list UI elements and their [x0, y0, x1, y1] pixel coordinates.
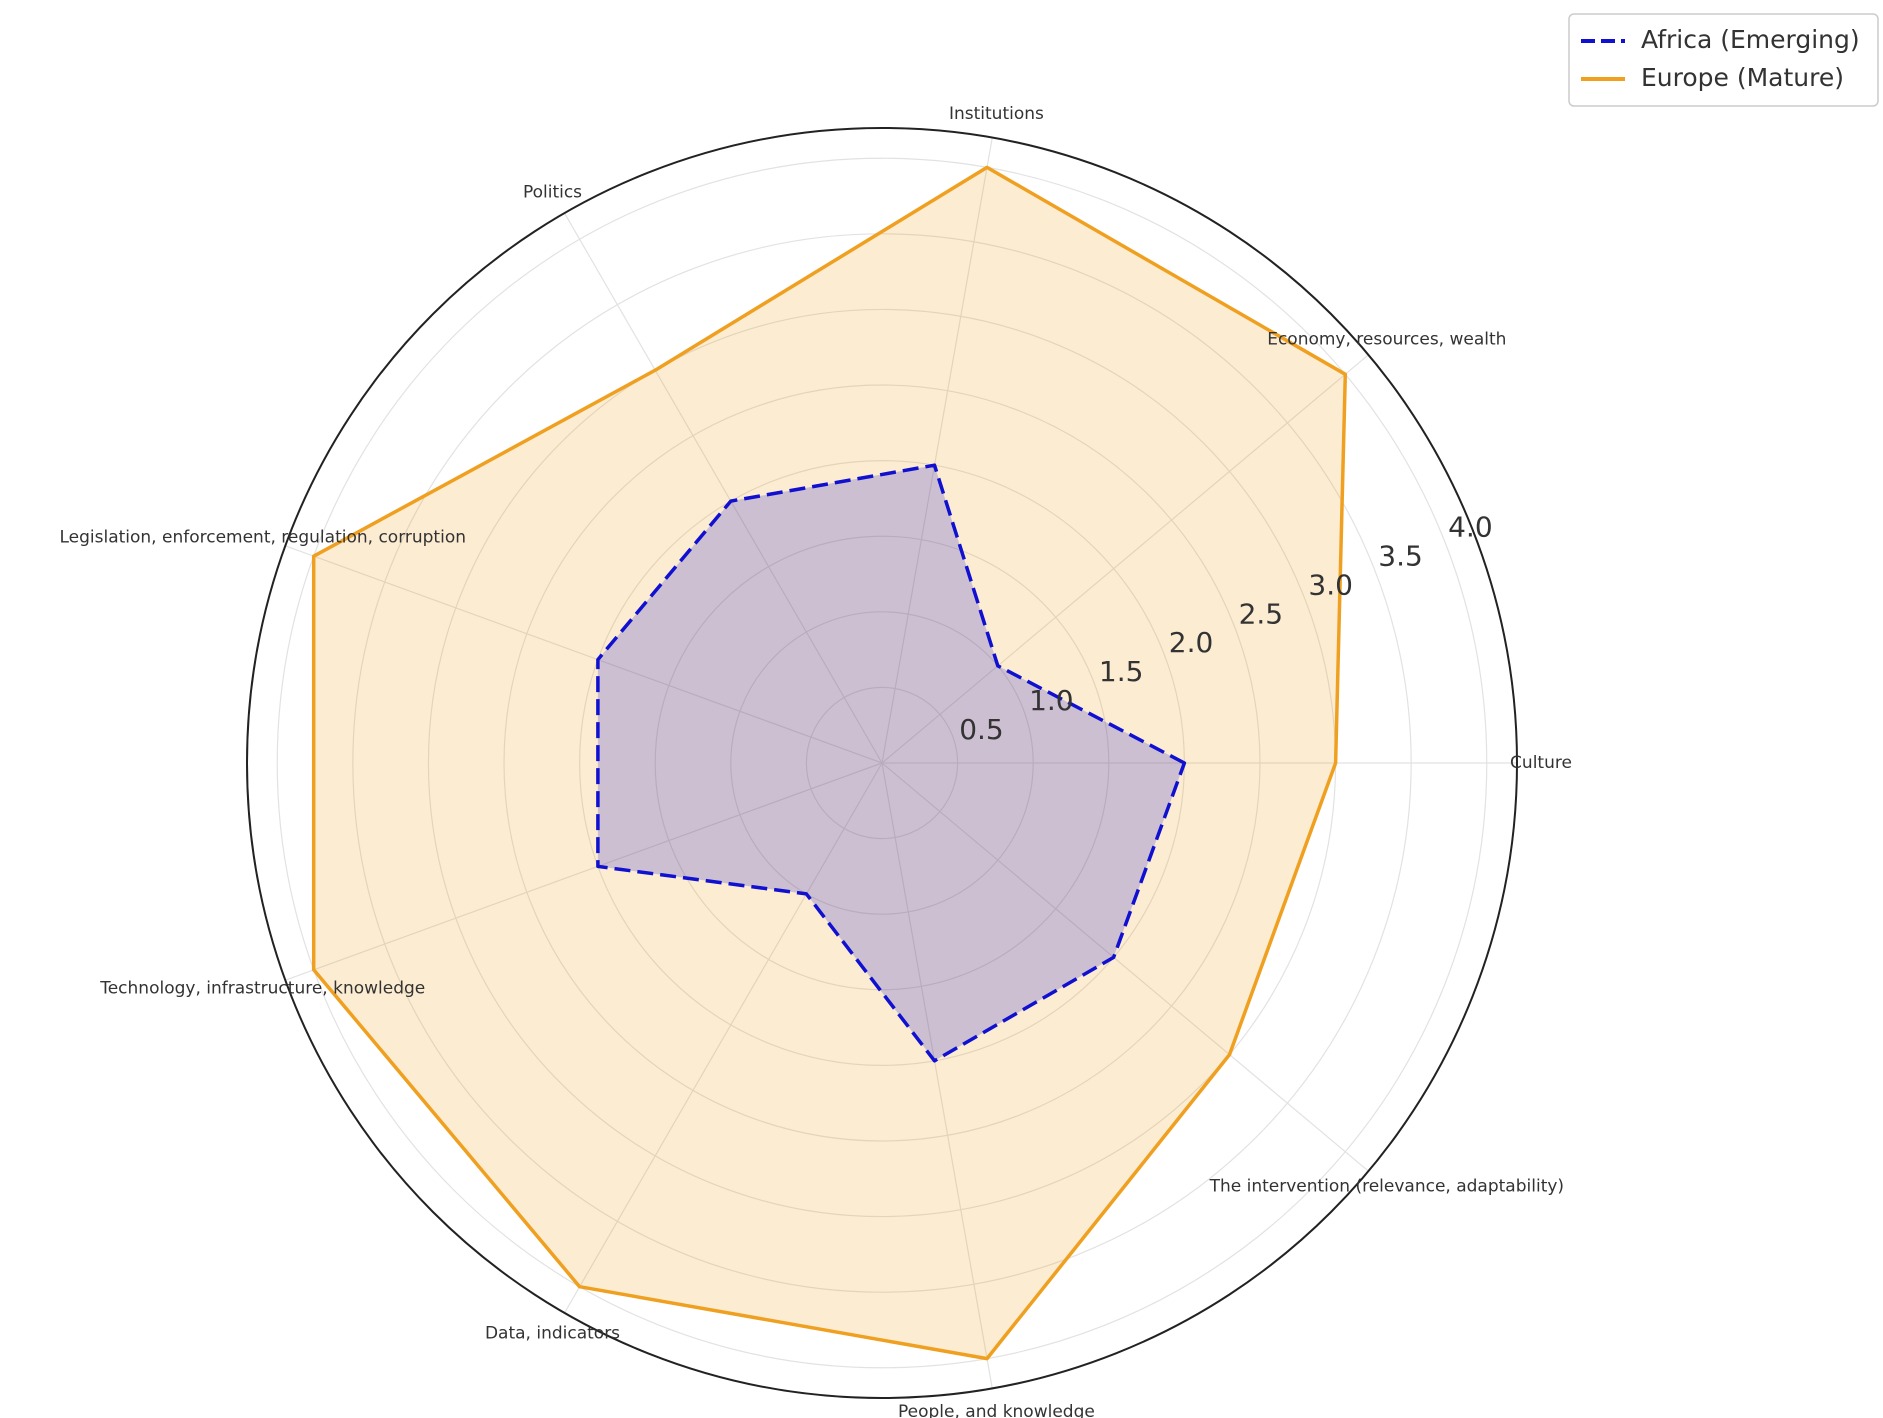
category-label: Data, indicators: [485, 1324, 620, 1344]
r-tick-label: 4.0: [1448, 511, 1493, 544]
category-label: Politics: [523, 182, 582, 202]
grid-spoke: [881, 762, 993, 1389]
r-tick-label: 1.5: [1099, 655, 1144, 688]
grid-spoke: [881, 354, 1369, 764]
legend-label: Europe (Mature): [1641, 63, 1844, 92]
category-label: The intervention (relevance, adaptabilit…: [1209, 1177, 1564, 1197]
series-line: [311, 165, 1348, 1361]
grid-spoke: [881, 762, 1369, 1172]
category-label: Technology, infrastructure, knowledge: [99, 978, 425, 998]
legend-label: Africa (Emerging): [1641, 25, 1860, 54]
category-label: Legislation, enforcement, regulation, co…: [59, 528, 466, 548]
series-area: [597, 465, 1185, 1061]
series-area: [313, 167, 1346, 1359]
series-line: [596, 463, 1187, 1063]
r-tick-label: 3.5: [1378, 539, 1423, 572]
r-tick-label: 2.5: [1239, 597, 1284, 630]
grid-spoke: [563, 762, 883, 1314]
category-label: Economy, resources, wealth: [1267, 329, 1506, 349]
r-tick-label: 3.0: [1308, 568, 1353, 601]
grid-spoke: [285, 762, 883, 981]
r-tick-label: 2.0: [1169, 626, 1214, 659]
legend-box: [1568, 13, 1879, 107]
grid-spoke: [881, 137, 993, 764]
category-label: People, and knowledge: [898, 1402, 1095, 1418]
category-label: Institutions: [949, 104, 1044, 124]
polar-frame: [246, 127, 1518, 1399]
category-label: Culture: [1510, 753, 1572, 773]
r-tick-label: 0.5: [959, 713, 1004, 746]
grid-spoke: [285, 545, 883, 764]
r-tick-label: 1.0: [1029, 684, 1074, 717]
grid-spoke: [563, 212, 883, 764]
